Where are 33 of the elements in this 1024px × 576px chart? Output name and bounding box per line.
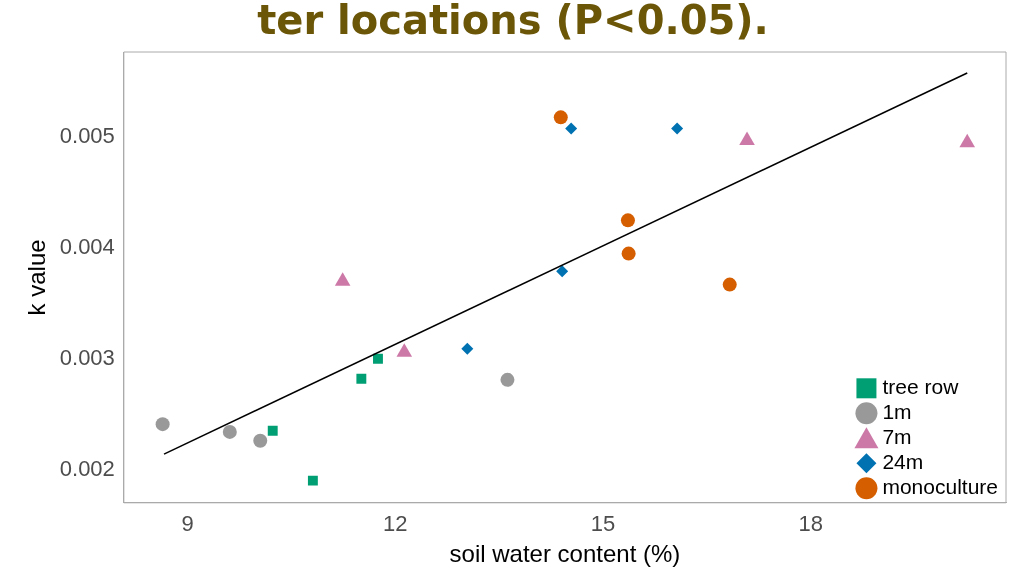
point bbox=[356, 373, 367, 384]
point bbox=[267, 425, 278, 436]
point bbox=[671, 122, 684, 135]
legend-label: 7m bbox=[882, 425, 912, 449]
point bbox=[396, 343, 413, 357]
y-axis-title: k value bbox=[23, 239, 51, 316]
point bbox=[565, 122, 578, 135]
point bbox=[222, 424, 237, 439]
chart-title: ter locations (P<0.05). bbox=[257, 0, 769, 44]
y-tick-label: 0.005 bbox=[59, 123, 115, 149]
x-tick-label: 12 bbox=[383, 511, 408, 537]
point bbox=[722, 277, 737, 292]
legend-label: tree row bbox=[882, 375, 960, 399]
x-axis-title: soil water content (%) bbox=[449, 540, 681, 568]
point bbox=[155, 417, 170, 432]
legend-label: 24m bbox=[882, 450, 924, 474]
point bbox=[620, 213, 635, 228]
point bbox=[556, 265, 569, 278]
x-tick-label: 18 bbox=[798, 511, 823, 537]
point bbox=[253, 433, 268, 448]
point bbox=[307, 475, 318, 486]
legend-label: monoculture bbox=[882, 475, 998, 499]
point bbox=[373, 353, 383, 364]
point bbox=[553, 110, 568, 125]
x-tick-label: 9 bbox=[181, 511, 194, 537]
y-tick-label: 0.002 bbox=[59, 455, 115, 481]
point bbox=[500, 372, 515, 387]
point bbox=[621, 246, 636, 261]
y-tick-label: 0.004 bbox=[59, 234, 115, 260]
x-tick-label: 15 bbox=[590, 511, 616, 537]
legend-label: 1m bbox=[882, 400, 912, 424]
y-tick-label: 0.003 bbox=[59, 344, 115, 370]
point bbox=[461, 342, 474, 355]
